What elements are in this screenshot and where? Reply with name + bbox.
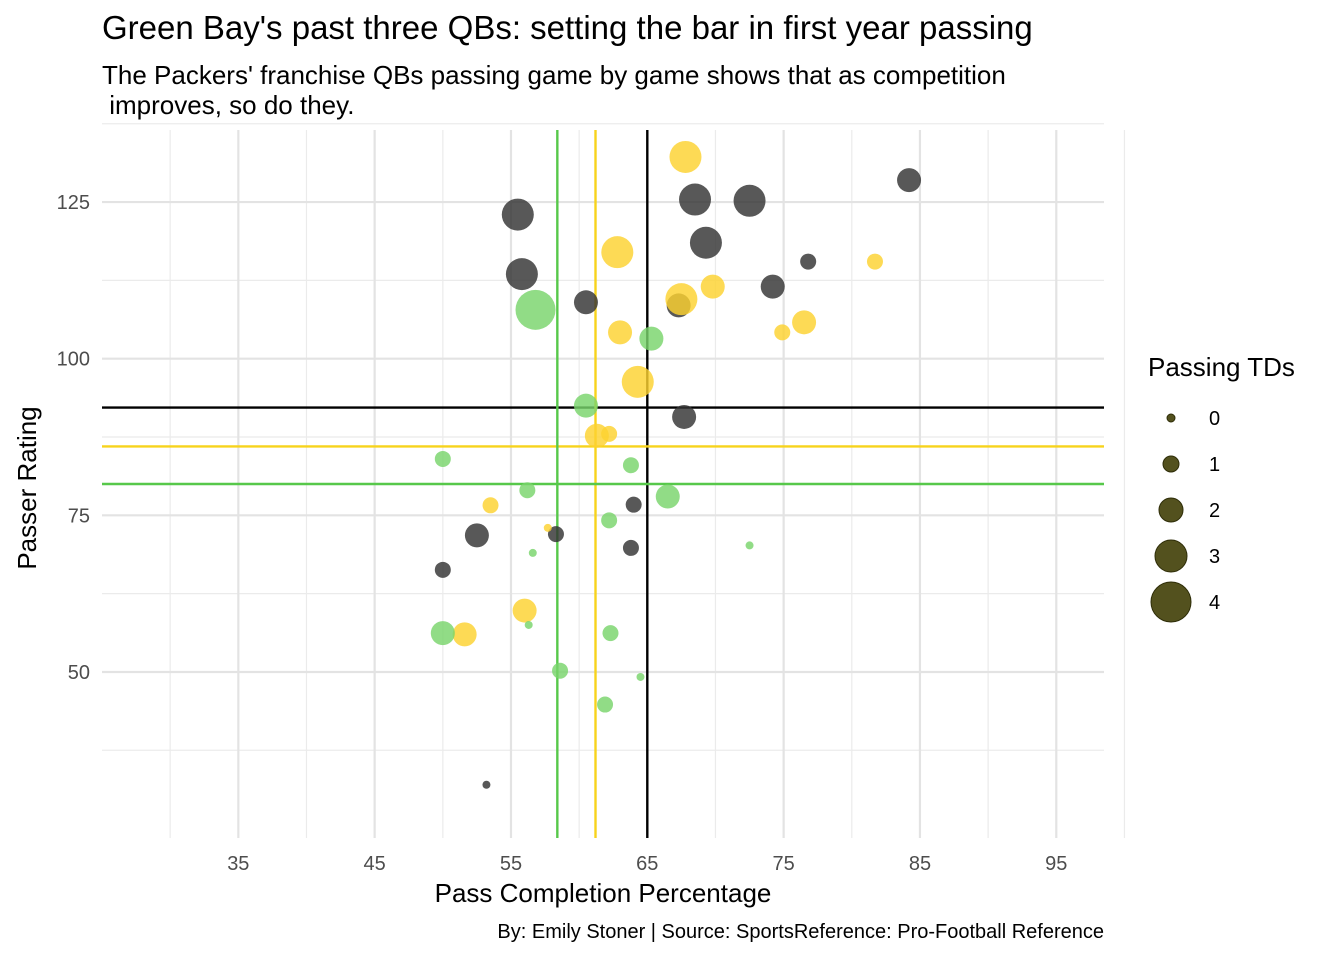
data-point-green [639,326,664,351]
data-point-black [800,253,817,270]
x-tick-label: 75 [773,853,795,875]
x-tick-label: 85 [909,853,931,875]
data-point-green [515,289,556,330]
legend: Passing TDs 0 1 2 3 4 [1148,352,1295,623]
legend-key [1158,497,1184,523]
data-point-yellow [774,324,791,341]
data-points [430,140,922,789]
grid-lines [102,123,1126,838]
data-point-yellow [621,365,654,398]
legend-label: 4 [1209,592,1220,614]
data-point-black [672,404,697,429]
data-point-black [501,198,534,231]
reference-lines [102,130,1104,838]
data-point-black [464,523,489,548]
x-tick-label: 95 [1045,853,1067,875]
x-tick-label: 65 [636,853,658,875]
legend-label: 3 [1209,546,1220,568]
x-tick-label: 35 [227,853,249,875]
y-tick-label: 75 [68,505,90,527]
x-tick-label: 55 [500,853,522,875]
data-point-yellow [543,523,552,532]
y-axis-title: Passer Rating [12,406,42,569]
data-point-yellow [482,497,499,514]
data-point-black [505,258,538,291]
data-point-yellow [512,598,537,623]
y-tick-label: 100 [57,349,90,371]
data-point-black [760,274,785,299]
data-point-green [602,625,619,642]
legend-label: 0 [1209,408,1220,430]
data-point-green [430,621,455,646]
data-point-black [689,226,722,259]
data-point-green [655,484,680,509]
data-point-green [434,450,451,467]
data-point-green [519,482,536,499]
legend-label: 1 [1209,454,1220,476]
chart-subtitle: The Packers' franchise QBs passing game … [102,60,1006,120]
data-point-yellow [608,320,633,345]
data-point-black [482,780,491,789]
data-point-green [601,512,618,529]
data-point-yellow [452,622,477,647]
legend-key [1154,539,1188,573]
axis-ticks: 35 45 55 65 75 85 95 50 75 100 125 [57,192,1068,875]
data-point-black [573,290,598,315]
legend-label: 2 [1209,500,1220,522]
data-point-green [745,541,754,550]
data-point-green [528,548,537,557]
data-point-yellow [665,283,698,316]
data-point-yellow [669,140,702,173]
data-point-black [679,183,712,216]
data-point-yellow [601,425,618,442]
data-point-yellow [866,253,883,270]
legend-key [1166,413,1176,423]
data-point-black [547,526,564,543]
data-point-green [622,457,639,474]
data-point-black [733,184,766,217]
data-point-green [552,662,569,679]
legend-title: Passing TDs [1148,352,1295,382]
data-point-yellow [700,274,725,299]
x-tick-label: 45 [364,853,386,875]
data-point-green [524,620,533,629]
legend-key [1162,455,1180,473]
data-point-black [622,539,639,556]
y-tick-label: 50 [68,662,90,684]
data-point-green [597,696,614,713]
data-point-green [636,672,645,681]
chart-caption: By: Emily Stoner | Source: SportsReferen… [497,921,1104,943]
data-point-black [434,561,451,578]
y-tick-label: 125 [57,192,90,214]
data-point-black [625,496,642,513]
data-point-green [573,393,598,418]
legend-key [1150,581,1192,623]
data-point-black [897,168,922,193]
chart-title: Green Bay's past three QBs: setting the … [102,9,1033,46]
data-point-yellow [792,310,817,335]
x-axis-title: Pass Completion Percentage [435,878,772,908]
data-point-yellow [601,236,634,269]
